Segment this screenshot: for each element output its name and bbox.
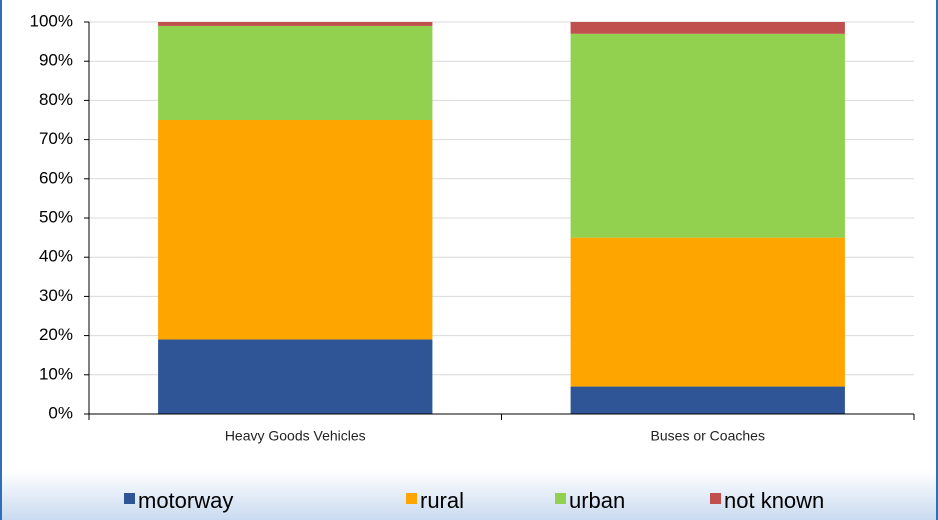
bar-segment (158, 120, 433, 340)
x-tick-label: Heavy Goods Vehicles (225, 428, 366, 444)
bar-segment (570, 33, 845, 238)
legend-label: not known (724, 488, 824, 513)
y-tick-label: 40% (39, 247, 73, 266)
legend-swatch (555, 493, 566, 504)
bar-segment (570, 386, 845, 414)
legend-swatch (406, 493, 417, 504)
legend-swatch (124, 493, 135, 504)
y-tick-label: 0% (48, 403, 73, 422)
y-tick-label: 10% (39, 364, 73, 383)
y-tick-label: 30% (39, 286, 73, 305)
y-tick-label: 60% (39, 168, 73, 187)
legend-background (2, 470, 936, 520)
legend-label: rural (420, 488, 464, 513)
legend-swatch (710, 493, 721, 504)
bar-segment (158, 339, 433, 414)
bar-segment (158, 22, 433, 26)
y-tick-label: 90% (39, 51, 73, 70)
y-tick-label: 50% (39, 207, 73, 226)
legend-label: motorway (138, 488, 233, 513)
y-tick-label: 80% (39, 90, 73, 109)
x-tick-label: Buses or Coaches (651, 428, 765, 444)
bar-segment (158, 25, 433, 121)
y-tick-label: 20% (39, 325, 73, 344)
y-tick-label: 100% (30, 11, 73, 30)
legend-label: urban (569, 488, 625, 513)
bar-segment (570, 237, 845, 387)
bar-segment (570, 22, 845, 34)
y-tick-label: 70% (39, 129, 73, 148)
